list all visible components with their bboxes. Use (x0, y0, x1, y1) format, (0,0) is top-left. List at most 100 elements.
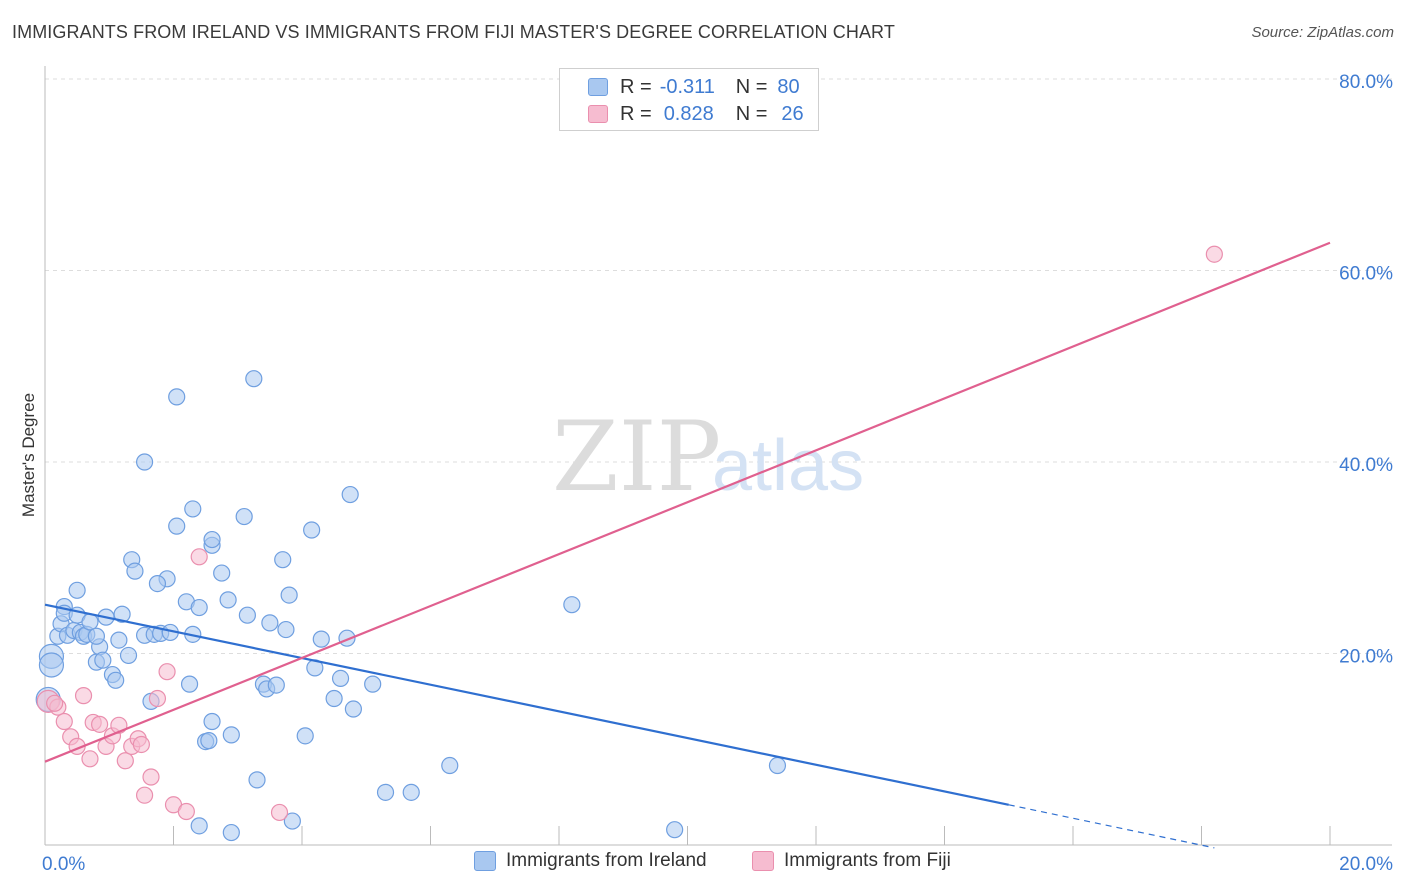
fiji-point (91, 715, 109, 733)
y-tick-label: 20.0% (1339, 647, 1393, 668)
axis-labels: 20.0% 40.0% 60.0% 80.0% 0.0% 20.0% (42, 72, 1393, 875)
ireland-point (68, 581, 86, 599)
fiji-point (135, 786, 154, 804)
ireland-point (135, 453, 154, 471)
ireland-point (119, 646, 138, 665)
fiji-point (148, 689, 167, 708)
y-axis-title: Master's Degree (19, 393, 38, 517)
ireland-point (184, 500, 202, 518)
grid-lines (45, 78, 1392, 654)
ireland-point (303, 521, 321, 539)
ireland-n-value: 80 (777, 75, 800, 98)
ireland-point (203, 712, 221, 731)
bottom-fiji-label: Immigrants from Fiji (784, 850, 951, 871)
ireland-trend-extension (1008, 804, 1215, 849)
ireland-point (213, 564, 231, 582)
x-tick-label: 20.0% (1339, 854, 1393, 875)
fiji-points (36, 245, 1223, 822)
x-tick-label: 0.0% (42, 854, 85, 875)
axes (44, 66, 1392, 846)
ireland-point (200, 732, 218, 750)
legend: R = -0.311 N = 80 R = 0.828 N = 26 (559, 68, 819, 131)
ireland-point (238, 606, 256, 624)
watermark-atlas: atlas (712, 426, 864, 506)
ireland-point (235, 507, 253, 526)
ireland-point (402, 783, 420, 801)
fiji-point (1205, 245, 1223, 263)
legend-row-ireland: R = -0.311 N = 80 (560, 74, 800, 100)
ireland-point (441, 756, 459, 775)
ireland-point (190, 598, 208, 617)
fiji-point (132, 735, 150, 754)
fiji-n-value: 26 (781, 102, 804, 125)
ireland-point (563, 596, 581, 614)
fiji-point (46, 694, 64, 712)
bottom-fiji-swatch (752, 851, 774, 871)
watermark: ZIP atlas (552, 401, 864, 513)
ireland-points (35, 370, 787, 842)
ireland-point (376, 783, 395, 801)
fiji-trend-line (44, 241, 1331, 763)
ireland-point (245, 370, 263, 388)
ireland-point (768, 756, 787, 775)
y-tick-label: 80.0% (1339, 72, 1393, 93)
ireland-point (364, 675, 382, 693)
ireland-point (81, 613, 99, 631)
ireland-point (87, 627, 106, 645)
ireland-point (296, 727, 314, 745)
ireland-point (168, 517, 186, 535)
ireland-point (331, 669, 350, 687)
ireland-point (148, 575, 167, 593)
ireland-point (110, 631, 128, 649)
ireland-point (312, 630, 330, 648)
ireland-point (283, 812, 301, 830)
fiji-point (142, 768, 160, 786)
watermark-zip: ZIP (552, 401, 721, 513)
ireland-point (274, 551, 292, 569)
ireland-point (190, 817, 208, 835)
fiji-point (55, 712, 73, 731)
ireland-point (261, 614, 279, 632)
ireland-point (222, 726, 240, 744)
ireland-r-label: R = (620, 75, 652, 98)
bottom-legend-fiji: Immigrants from Fiji (752, 850, 951, 872)
fiji-n-label: N = (735, 102, 768, 125)
ireland-point (325, 689, 343, 708)
fiji-swatch (588, 105, 608, 123)
ireland-n-label: N = (735, 75, 768, 98)
fiji-r-label: R = (620, 102, 652, 125)
y-tick-label: 60.0% (1339, 264, 1393, 285)
ireland-r-value: -0.311 (659, 75, 715, 98)
ireland-swatch (588, 78, 608, 96)
trend-lines (44, 241, 1331, 849)
source-label: Source: ZipAtlas.com (1251, 24, 1394, 41)
ireland-point (219, 591, 237, 609)
bottom-ireland-swatch (474, 851, 496, 871)
ireland-point (168, 388, 186, 406)
bottom-legend-ireland: Immigrants from Ireland (474, 850, 707, 872)
ireland-point (344, 700, 362, 718)
ireland-point (267, 676, 285, 694)
fiji-point (177, 802, 195, 821)
ireland-point (248, 771, 266, 789)
fiji-point (81, 750, 99, 768)
legend-row-fiji: R = 0.828 N = 26 (560, 101, 804, 127)
ireland-point (277, 620, 295, 639)
fiji-point (116, 752, 134, 770)
y-tick-label: 40.0% (1339, 455, 1393, 476)
chart-title: IMMIGRANTS FROM IRELAND VS IMMIGRANTS FR… (12, 22, 895, 42)
fiji-point (270, 803, 289, 822)
ireland-trend-line (44, 603, 1009, 806)
ireland-point (203, 530, 221, 549)
ireland-point (341, 485, 359, 504)
fiji-point (74, 687, 93, 705)
ireland-point (107, 671, 125, 689)
fiji-point (158, 663, 176, 681)
fiji-point (190, 548, 208, 566)
ireland-point (280, 586, 298, 604)
ireland-point (94, 651, 112, 669)
ireland-point (222, 823, 240, 842)
ireland-point (666, 821, 684, 839)
ireland-point (180, 675, 199, 693)
